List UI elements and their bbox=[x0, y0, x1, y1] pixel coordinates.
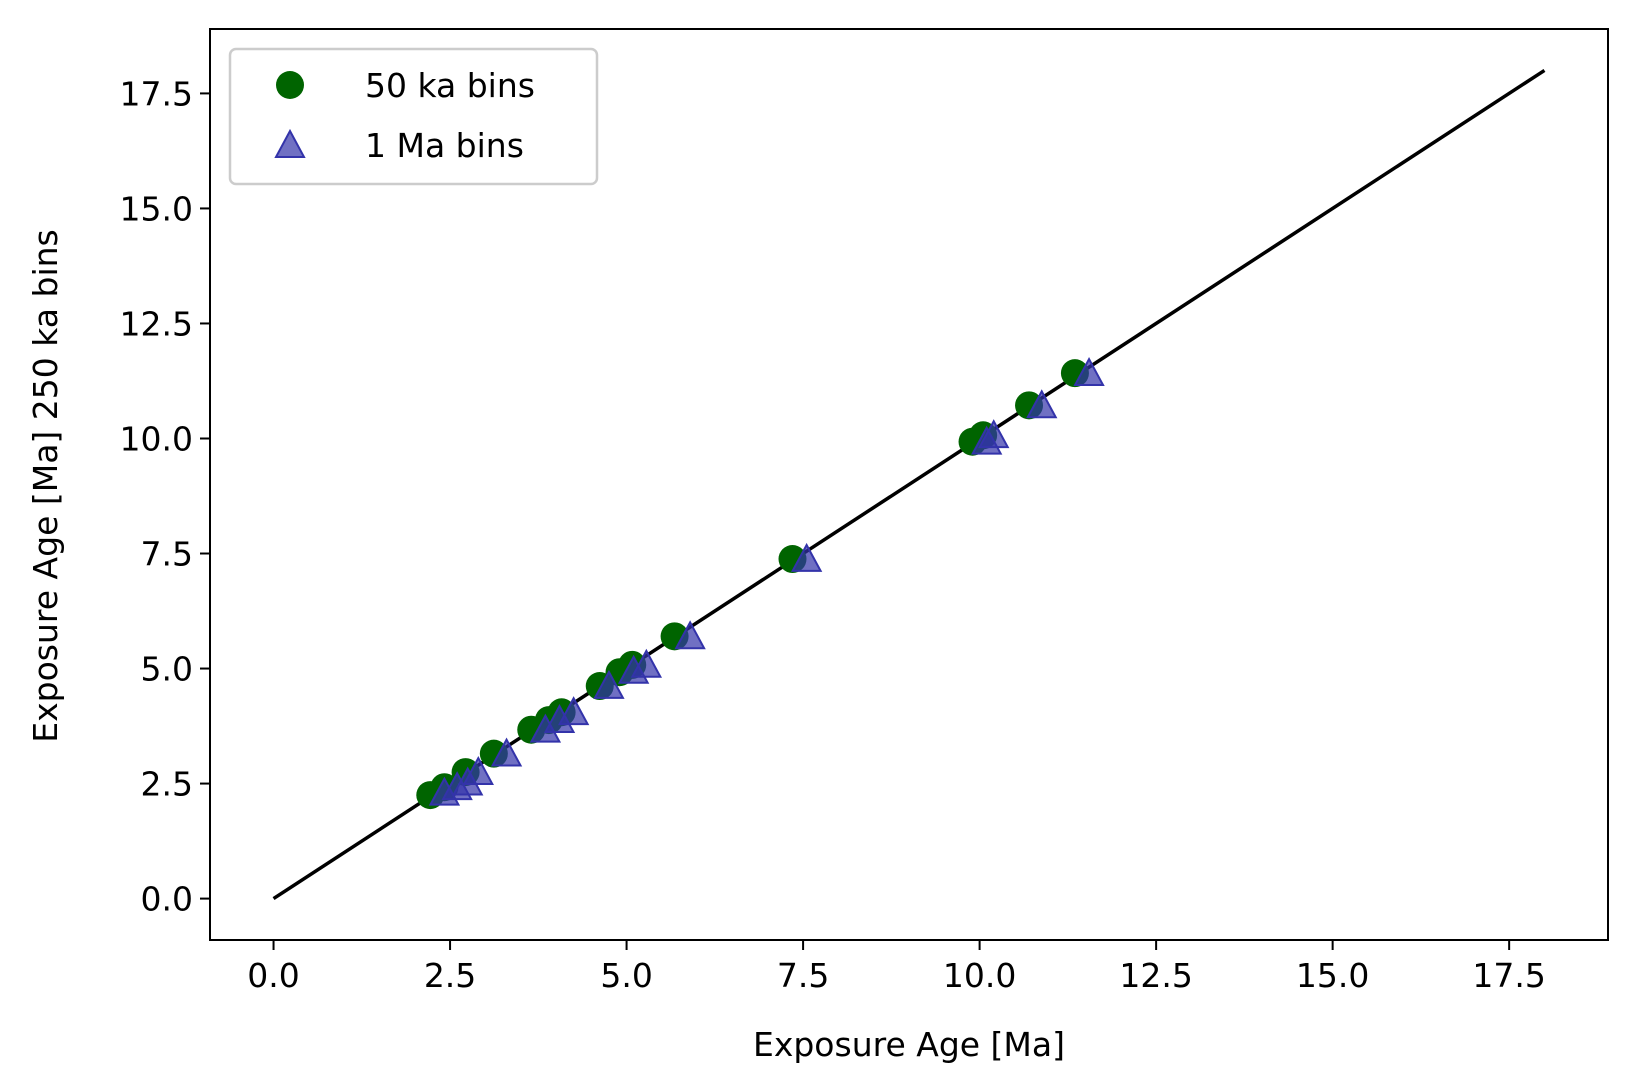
data-point-series-2 bbox=[978, 419, 1010, 449]
y-tick-label: 12.5 bbox=[120, 304, 193, 343]
data-point-series-2 bbox=[630, 648, 663, 678]
y-tick-label: 7.5 bbox=[141, 535, 193, 574]
legend-marker-circle bbox=[276, 71, 304, 99]
y-tick-label: 0.0 bbox=[141, 880, 193, 919]
data-point-series-2 bbox=[674, 620, 706, 650]
data-point-series-2 bbox=[790, 542, 823, 572]
x-tick-label: 15.0 bbox=[1296, 956, 1369, 995]
axes-frame bbox=[209, 28, 1609, 941]
y-tick-label: 2.5 bbox=[141, 765, 193, 804]
legend-frame bbox=[228, 47, 599, 186]
x-tick-label: 2.5 bbox=[424, 956, 476, 995]
data-point-series-2 bbox=[462, 755, 494, 785]
data-point-series-2 bbox=[557, 696, 590, 726]
legend-marker-triangle bbox=[274, 128, 306, 158]
x-tick-label: 7.5 bbox=[777, 956, 829, 995]
data-point-series-2 bbox=[490, 737, 523, 767]
x-axis-label: Exposure Age [Ma] bbox=[753, 1025, 1065, 1064]
legend: 50 ka bins 1 Ma bins bbox=[228, 47, 599, 186]
legend-label-series-2: 1 Ma bins bbox=[365, 126, 524, 165]
x-tick-label: 0.0 bbox=[247, 956, 299, 995]
y-tick-label: 5.0 bbox=[141, 650, 193, 689]
y-axis-ticks: 0.0 2.5 5.0 7.5 10.0 12.5 15.0 17.5 bbox=[120, 74, 210, 919]
y-tick-label: 10.0 bbox=[120, 419, 193, 458]
x-tick-label: 17.5 bbox=[1472, 956, 1545, 995]
plot-area bbox=[209, 28, 1609, 941]
legend-label-series-1: 50 ka bins bbox=[365, 66, 535, 105]
data-point-series-2 bbox=[1073, 357, 1105, 387]
x-tick-label: 12.5 bbox=[1119, 956, 1192, 995]
x-tick-label: 5.0 bbox=[600, 956, 652, 995]
data-point-series-2 bbox=[593, 669, 625, 699]
x-axis-ticks: 0.0 2.5 5.0 7.5 10.0 12.5 15.0 17.5 bbox=[247, 940, 1546, 995]
y-axis-label: Exposure Age [Ma] 250 ka bins bbox=[26, 229, 65, 742]
y-tick-label: 17.5 bbox=[120, 74, 193, 113]
x-tick-label: 10.0 bbox=[943, 956, 1016, 995]
y-tick-label: 15.0 bbox=[120, 189, 193, 228]
data-point-series-2 bbox=[1026, 389, 1058, 419]
